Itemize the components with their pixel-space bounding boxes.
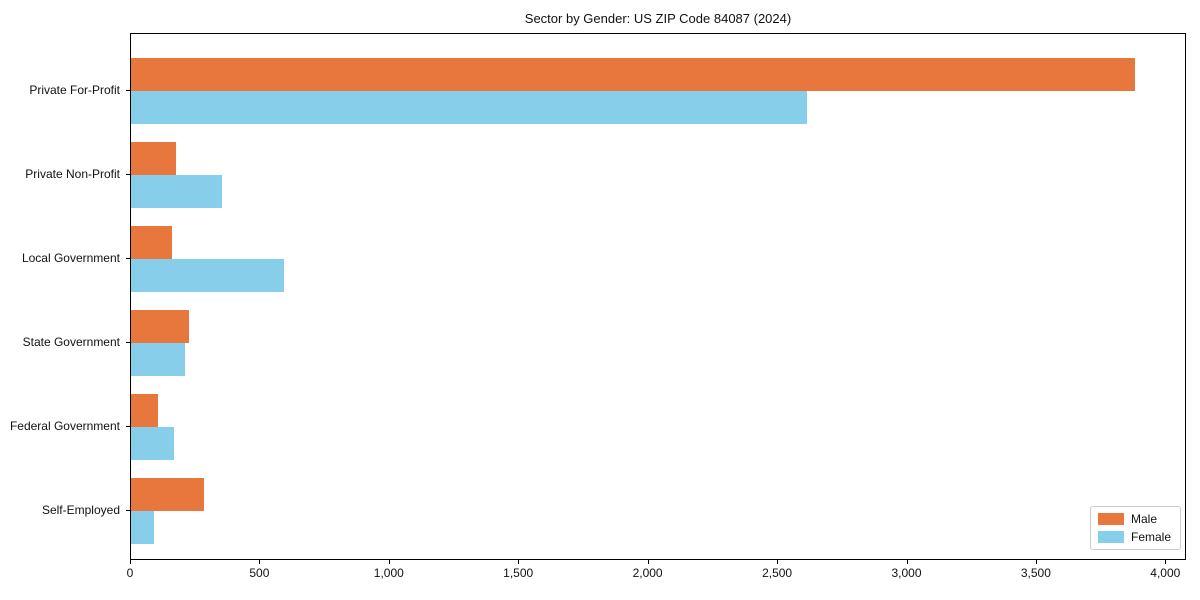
x-tick-label: 0	[126, 566, 134, 580]
legend-item-male: Male	[1098, 512, 1172, 526]
x-tick-label: 3,500	[1020, 566, 1051, 580]
category-label: Local Government	[21, 251, 120, 265]
x-tick-label: 4,000	[1150, 566, 1181, 580]
y-tick	[126, 258, 130, 259]
x-tick	[388, 560, 390, 564]
category-label: Private For-Profit	[29, 83, 120, 97]
x-tick-label: 2,500	[762, 566, 793, 580]
chart-title: Sector by Gender: US ZIP Code 84087 (202…	[524, 11, 792, 26]
x-tick-label: 3,000	[891, 566, 922, 580]
bar-male-5	[131, 394, 159, 427]
x-tick	[777, 560, 779, 564]
bar-female-6	[131, 511, 155, 544]
x-tick-label: 1,500	[503, 566, 534, 580]
legend-label: Female	[1131, 530, 1172, 544]
x-tick-label: 500	[249, 566, 270, 580]
x-tick-label: 2,000	[632, 566, 663, 580]
x-tick	[1035, 560, 1037, 564]
bar-male-3	[131, 226, 173, 259]
y-tick	[126, 510, 130, 511]
bar-female-2	[131, 175, 222, 208]
x-tick-label: 1,000	[373, 566, 404, 580]
category-label: Federal Government	[9, 419, 120, 433]
y-tick	[126, 342, 130, 343]
x-tick	[647, 560, 649, 564]
bar-female-5	[131, 427, 174, 460]
bar-female-1	[131, 91, 807, 124]
legend-swatch-female	[1098, 531, 1124, 543]
plot-area	[130, 33, 1186, 560]
y-tick	[126, 90, 130, 91]
bar-male-6	[131, 478, 204, 511]
x-tick	[518, 560, 520, 564]
x-tick	[259, 560, 261, 564]
bar-female-3	[131, 259, 284, 292]
legend: Male Female	[1090, 506, 1181, 550]
legend-swatch-male	[1098, 513, 1124, 525]
y-tick	[126, 426, 130, 427]
bar-female-4	[131, 343, 186, 376]
x-tick	[906, 560, 908, 564]
legend-label: Male	[1131, 512, 1158, 526]
bar-male-4	[131, 310, 190, 343]
x-tick	[130, 560, 131, 564]
category-label: Self-Employed	[41, 503, 120, 517]
y-tick	[126, 174, 130, 175]
bar-male-2	[131, 142, 177, 175]
x-tick	[1165, 560, 1167, 564]
category-label: State Government	[22, 335, 120, 349]
legend-item-female: Female	[1098, 530, 1172, 544]
category-label: Private Non-Profit	[25, 167, 120, 181]
bar-male-1	[131, 58, 1136, 91]
